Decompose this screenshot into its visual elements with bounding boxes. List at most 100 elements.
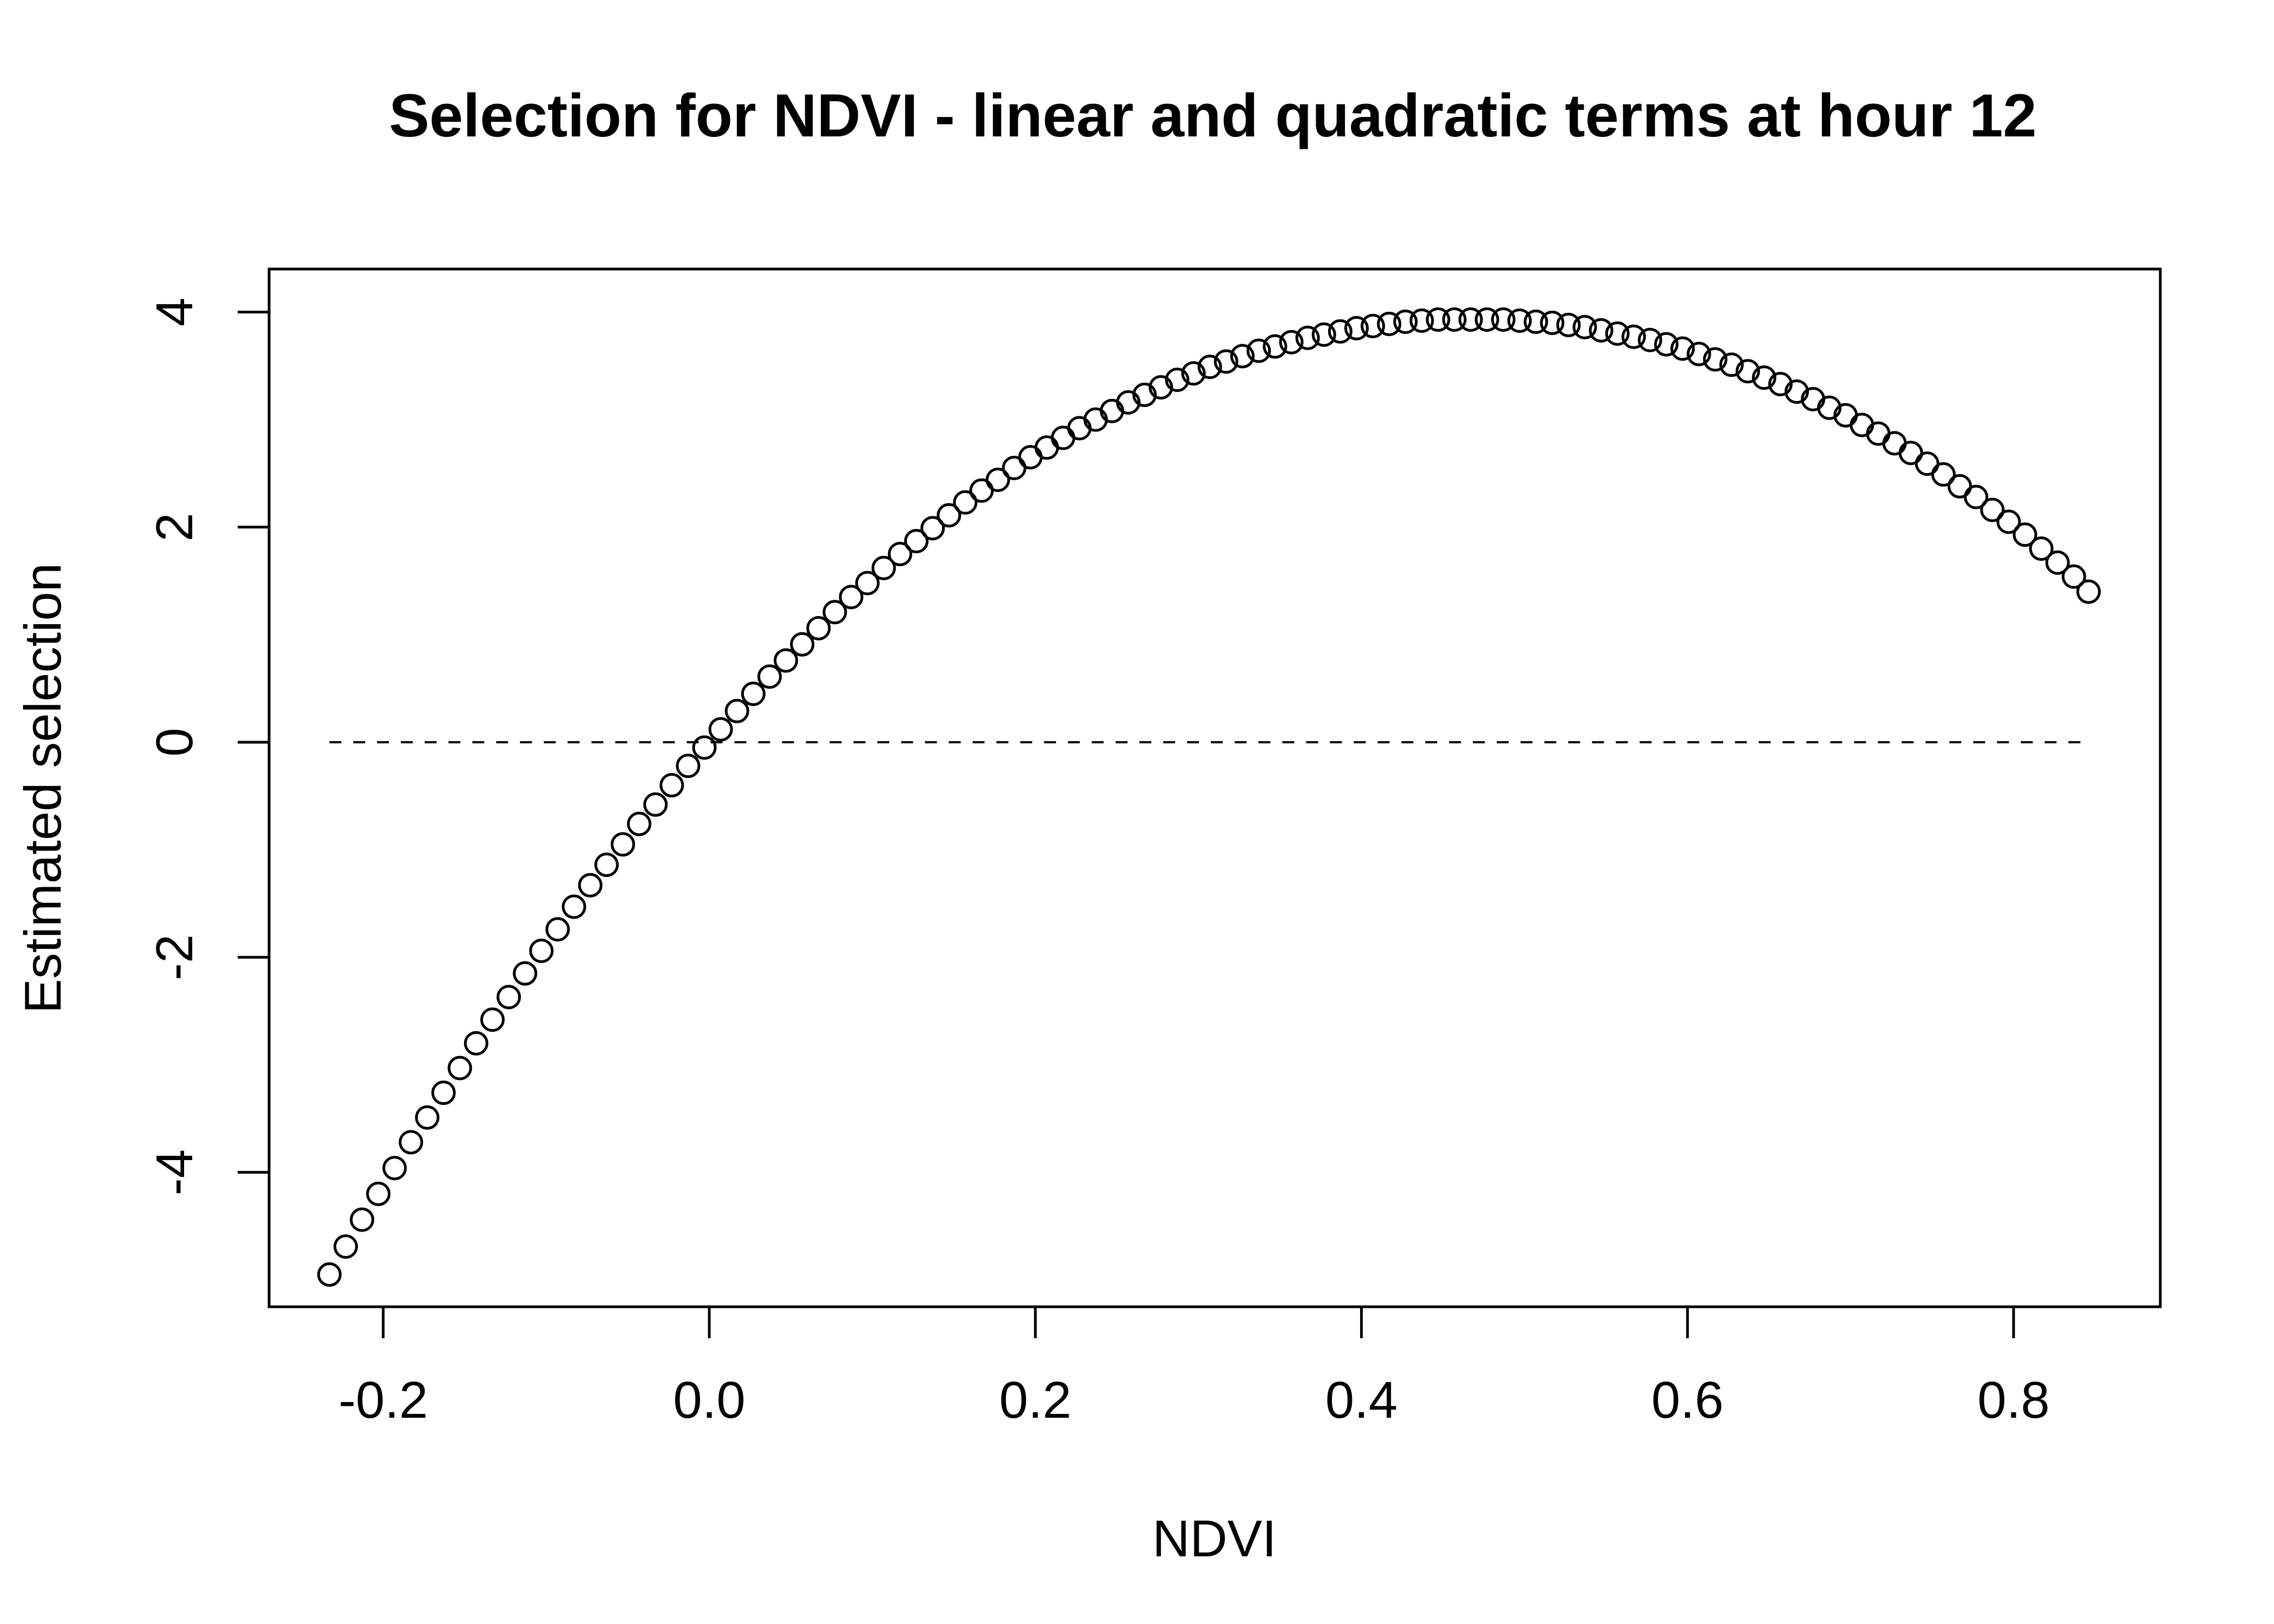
data-point — [1034, 435, 1059, 460]
y-axis-label: Estimated selection — [14, 563, 72, 1013]
data-point — [1785, 379, 1809, 404]
data-point — [724, 698, 749, 723]
data-point — [1654, 332, 1679, 357]
data-point — [1197, 355, 1222, 379]
data-point — [496, 985, 521, 1010]
data-point — [1670, 336, 1695, 361]
y-tick-label: 2 — [146, 513, 204, 541]
data-point — [2061, 564, 2086, 589]
data-point — [757, 664, 782, 689]
chart-title: Selection for NDVI - linear and quadrati… — [389, 82, 2036, 149]
data-point — [2045, 550, 2070, 575]
data-point — [985, 467, 1010, 492]
data-point — [1181, 361, 1206, 386]
data-point — [1083, 407, 1108, 432]
data-point — [643, 792, 668, 817]
data-point — [1866, 421, 1891, 446]
data-point — [1311, 322, 1336, 347]
data-point — [1050, 425, 1075, 450]
data-point — [659, 773, 684, 798]
y-tick-label: 0 — [146, 728, 204, 756]
data-point — [2076, 579, 2101, 604]
data-point — [1230, 344, 1255, 369]
data-point — [1572, 315, 1597, 339]
data-point — [953, 490, 978, 515]
x-tick-label: 0.8 — [1977, 1371, 2049, 1429]
plot-frame — [267, 267, 2162, 1308]
data-point — [1426, 307, 1450, 332]
data-point — [578, 873, 603, 898]
x-axis: -0.2 0.0 0.2 0.4 0.6 0.8 — [338, 1305, 2050, 1429]
data-point — [415, 1105, 440, 1130]
x-axis-label: NDVI — [1152, 1510, 1276, 1568]
x-tick-label: 0.2 — [999, 1371, 1071, 1429]
data-point — [317, 1262, 342, 1287]
data-point — [806, 616, 831, 641]
data-point — [1458, 307, 1483, 332]
data-point — [1621, 324, 1646, 349]
data-point — [774, 648, 799, 673]
data-point — [431, 1081, 456, 1105]
data-point — [1556, 312, 1581, 337]
data-point — [1246, 338, 1271, 363]
data-point — [1850, 412, 1874, 437]
y-tick-label: 4 — [146, 298, 204, 326]
data-point — [1002, 456, 1027, 481]
data-point — [969, 478, 994, 503]
data-point — [1703, 347, 1728, 372]
data-point — [1589, 318, 1613, 343]
data-point — [790, 632, 815, 657]
data-point — [1914, 451, 1939, 476]
data-point — [822, 600, 847, 625]
data-point — [334, 1234, 358, 1259]
data-point — [1507, 308, 1532, 333]
data-point — [741, 682, 766, 706]
data-point — [1719, 352, 1744, 377]
data-point — [1409, 308, 1434, 333]
data-point — [1214, 349, 1239, 374]
data-point — [1882, 431, 1907, 456]
data-point — [463, 1031, 488, 1056]
data-point — [887, 541, 912, 566]
data-point — [594, 853, 619, 878]
data-point — [692, 735, 717, 760]
data-point — [1996, 509, 2021, 534]
data-point — [627, 811, 652, 836]
data-point — [1817, 395, 1842, 420]
data-point — [1100, 398, 1125, 423]
data-point — [1344, 316, 1369, 340]
y-axis: -4 -2 0 2 4 — [146, 298, 271, 1195]
data-point — [1377, 311, 1402, 336]
data-point — [1524, 309, 1548, 334]
data-point — [1491, 307, 1515, 332]
data-point — [610, 832, 635, 857]
data-point — [398, 1130, 423, 1155]
data-point — [1752, 365, 1776, 390]
data-point — [1295, 325, 1320, 350]
x-tick-label: 0.4 — [1325, 1371, 1397, 1429]
data-point — [1964, 484, 1989, 509]
y-tick-label: -2 — [146, 934, 204, 980]
data-point — [561, 894, 586, 919]
data-point — [1148, 375, 1173, 400]
data-point — [447, 1056, 472, 1081]
data-point — [1018, 445, 1043, 470]
data-point — [1687, 342, 1711, 366]
data-point — [529, 938, 554, 963]
data-point — [1605, 321, 1630, 346]
x-tick-label: 0.0 — [673, 1371, 745, 1429]
data-point — [1279, 330, 1304, 355]
data-point — [1474, 307, 1499, 332]
data-point — [1948, 474, 1972, 499]
data-point — [1768, 372, 1793, 397]
data-point — [904, 529, 929, 554]
data-point — [1898, 441, 1923, 466]
data-point — [1263, 334, 1288, 359]
data-point — [855, 571, 880, 595]
data-point — [1442, 307, 1467, 332]
data-point — [1540, 310, 1565, 335]
data-point — [2029, 536, 2054, 561]
data-point — [350, 1207, 375, 1232]
data-point — [1361, 313, 1386, 338]
